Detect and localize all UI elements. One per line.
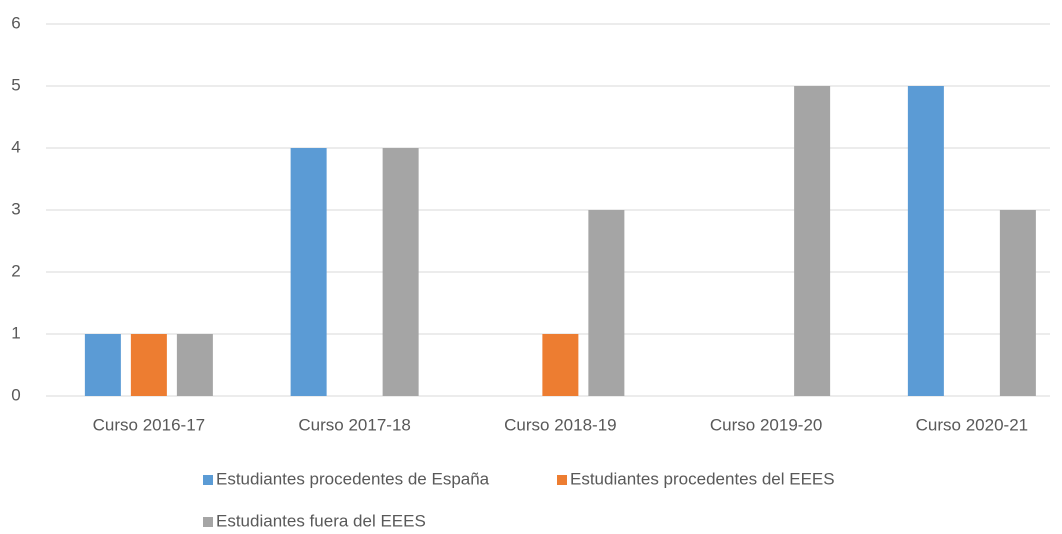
x-tick-label: Curso 2019-20 — [710, 415, 822, 434]
y-tick-label: 2 — [11, 261, 20, 280]
y-tick-label: 4 — [11, 137, 20, 156]
bar — [290, 148, 327, 396]
bar — [542, 334, 579, 396]
bar — [588, 210, 625, 396]
legend-swatch — [203, 517, 213, 527]
x-tick-label: Curso 2016-17 — [93, 415, 205, 434]
y-tick-label: 1 — [11, 323, 20, 342]
x-tick-label: Curso 2018-19 — [504, 415, 616, 434]
bar — [999, 210, 1036, 396]
bar — [382, 148, 419, 396]
bar — [794, 86, 831, 396]
bar — [84, 334, 121, 396]
y-tick-label: 5 — [11, 75, 20, 94]
x-tick-label: Curso 2017-18 — [298, 415, 410, 434]
bar — [130, 334, 167, 396]
bar — [176, 334, 213, 396]
y-tick-label: 3 — [11, 199, 20, 218]
legend-swatch — [203, 475, 213, 485]
x-tick-label: Curso 2020-21 — [916, 415, 1028, 434]
legend-swatch — [557, 475, 567, 485]
legend-label: Estudiantes fuera del EEES — [216, 511, 426, 530]
y-tick-label: 6 — [11, 13, 20, 32]
legend-label: Estudiantes procedentes del EEES — [570, 469, 835, 488]
bar — [907, 86, 944, 396]
y-tick-label: 0 — [11, 385, 20, 404]
legend-label: Estudiantes procedentes de España — [216, 469, 490, 488]
